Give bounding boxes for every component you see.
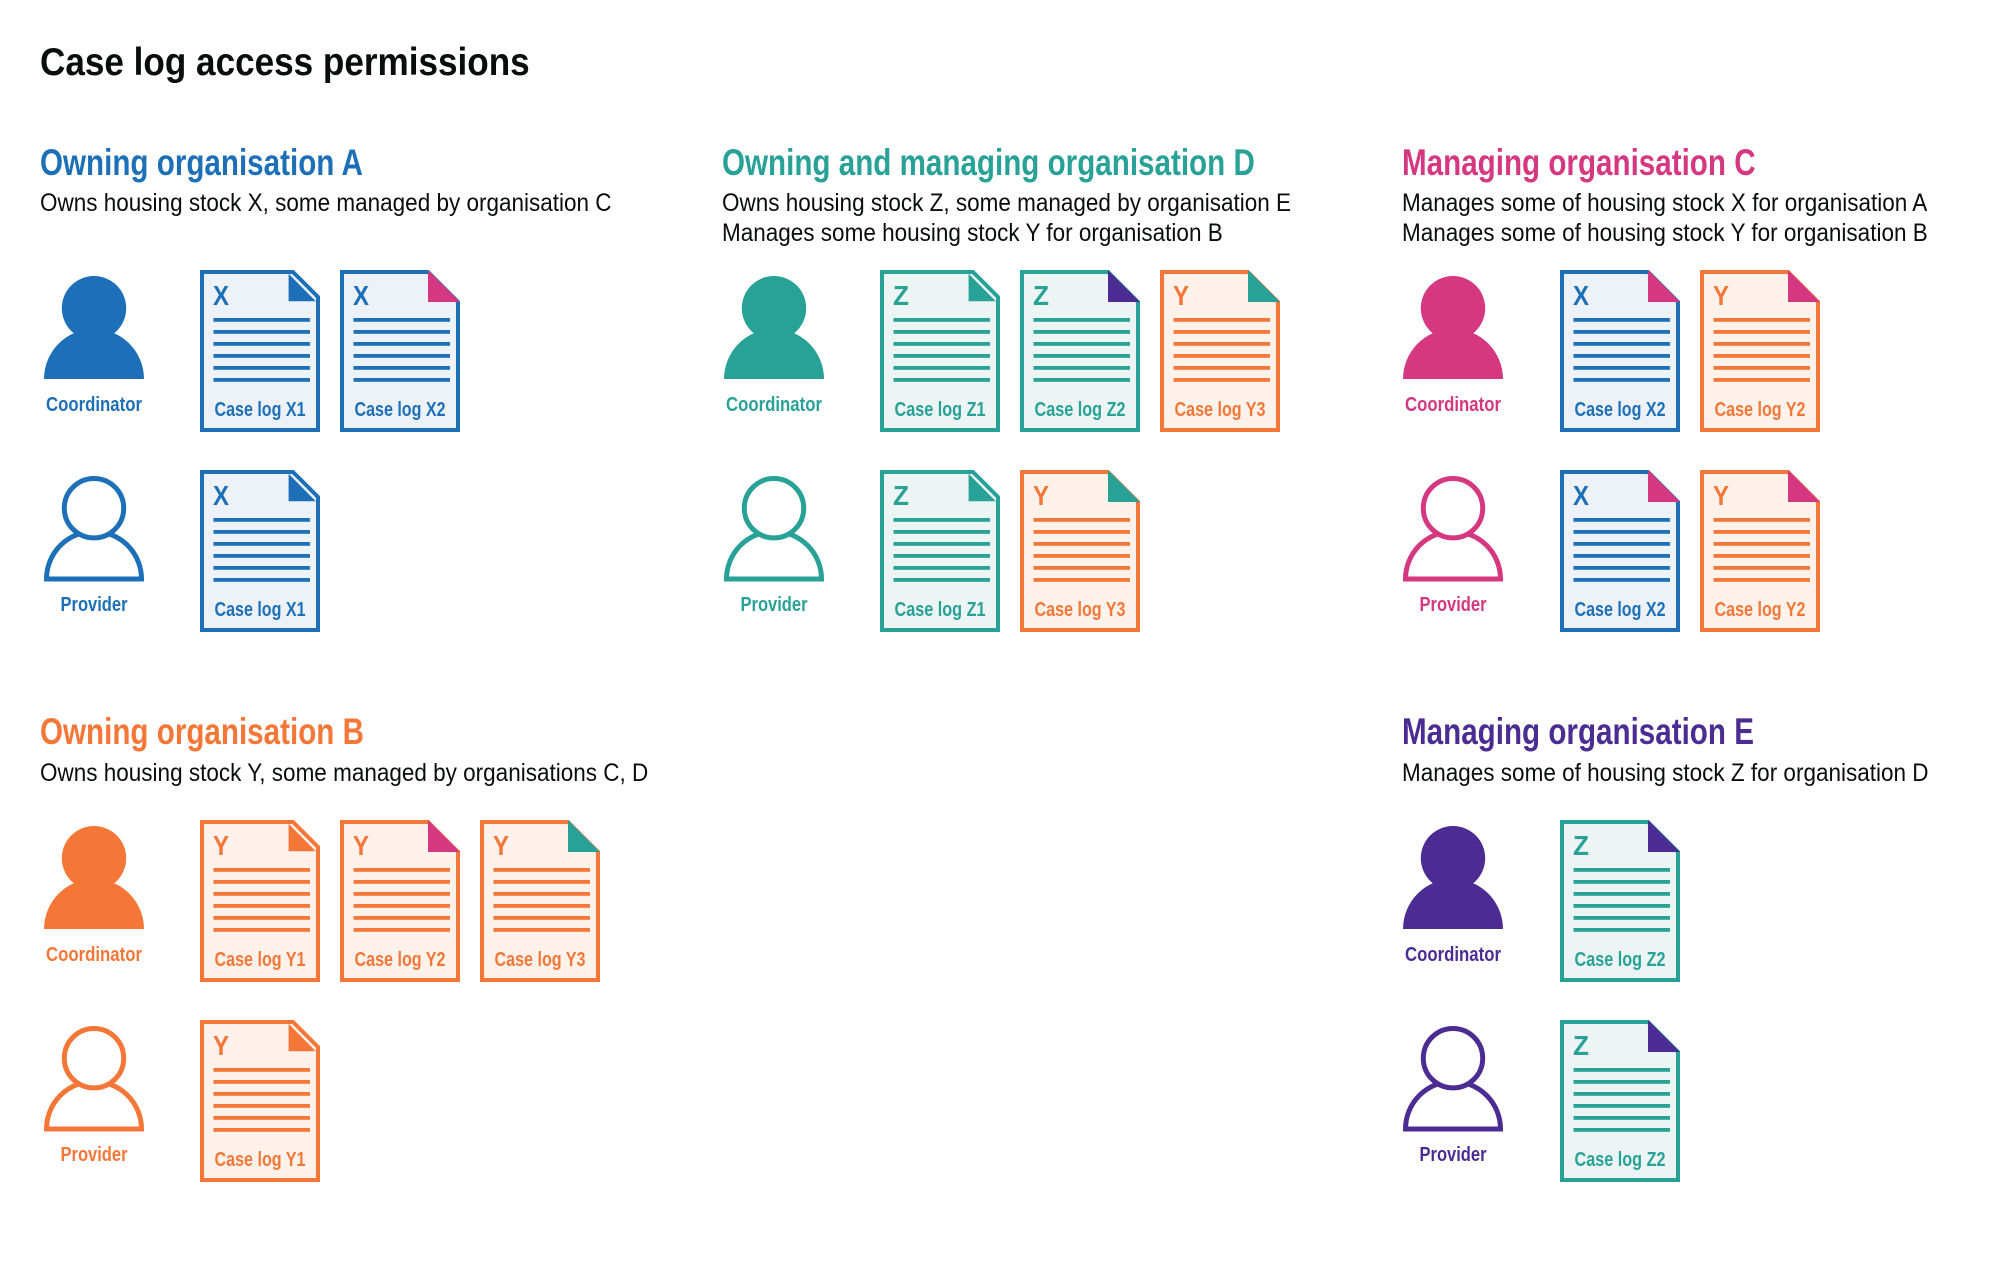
svg-text:Case log Z1: Case log Z1 (895, 598, 986, 621)
svg-text:Y: Y (493, 830, 509, 861)
svg-text:Case log X2: Case log X2 (1575, 398, 1666, 421)
svg-text:Case log Y3: Case log Y3 (1175, 398, 1266, 421)
svg-text:Coordinator: Coordinator (1405, 943, 1501, 966)
svg-text:Case log Y3: Case log Y3 (495, 948, 586, 971)
svg-text:Case log Z2: Case log Z2 (1035, 398, 1126, 421)
svg-text:Case log X1: Case log X1 (215, 598, 306, 621)
svg-text:Z: Z (893, 480, 909, 511)
svg-text:Coordinator: Coordinator (726, 393, 822, 416)
svg-text:Case log Y2: Case log Y2 (1715, 598, 1806, 621)
svg-text:X: X (1573, 280, 1590, 311)
svg-text:Coordinator: Coordinator (46, 943, 142, 966)
svg-text:Case log Y1: Case log Y1 (215, 1148, 306, 1171)
svg-text:Z: Z (893, 280, 909, 311)
svg-text:Provider: Provider (61, 1143, 128, 1166)
svg-text:Case log Y2: Case log Y2 (1715, 398, 1806, 421)
svg-text:Coordinator: Coordinator (46, 393, 142, 416)
svg-text:Z: Z (1573, 1030, 1589, 1061)
svg-text:Case log Z2: Case log Z2 (1575, 1148, 1666, 1171)
svg-text:Y: Y (213, 1030, 229, 1061)
svg-text:Case log Y1: Case log Y1 (215, 948, 306, 971)
svg-text:Case log X2: Case log X2 (355, 398, 446, 421)
svg-text:X: X (213, 480, 230, 511)
svg-text:X: X (1573, 480, 1590, 511)
svg-text:Case log X1: Case log X1 (215, 398, 306, 421)
svg-text:Z: Z (1033, 280, 1049, 311)
svg-text:X: X (213, 280, 230, 311)
svg-text:Y: Y (213, 830, 229, 861)
svg-text:Provider: Provider (1420, 1143, 1487, 1166)
svg-text:Coordinator: Coordinator (1405, 393, 1501, 416)
svg-text:Case log Y2: Case log Y2 (355, 948, 446, 971)
svg-text:Y: Y (1173, 280, 1189, 311)
svg-text:X: X (353, 280, 370, 311)
svg-text:Case log Z2: Case log Z2 (1575, 948, 1666, 971)
svg-text:Case log Z1: Case log Z1 (895, 398, 986, 421)
svg-text:Provider: Provider (1420, 593, 1487, 616)
svg-text:Y: Y (1033, 480, 1049, 511)
svg-text:Provider: Provider (61, 593, 128, 616)
svg-text:Y: Y (1713, 280, 1729, 311)
svg-text:Case log X2: Case log X2 (1575, 598, 1666, 621)
svg-text:Provider: Provider (741, 593, 808, 616)
svg-text:Case log Y3: Case log Y3 (1035, 598, 1126, 621)
svg-text:Y: Y (1713, 480, 1729, 511)
svg-text:Z: Z (1573, 830, 1589, 861)
svg-text:Y: Y (353, 830, 369, 861)
